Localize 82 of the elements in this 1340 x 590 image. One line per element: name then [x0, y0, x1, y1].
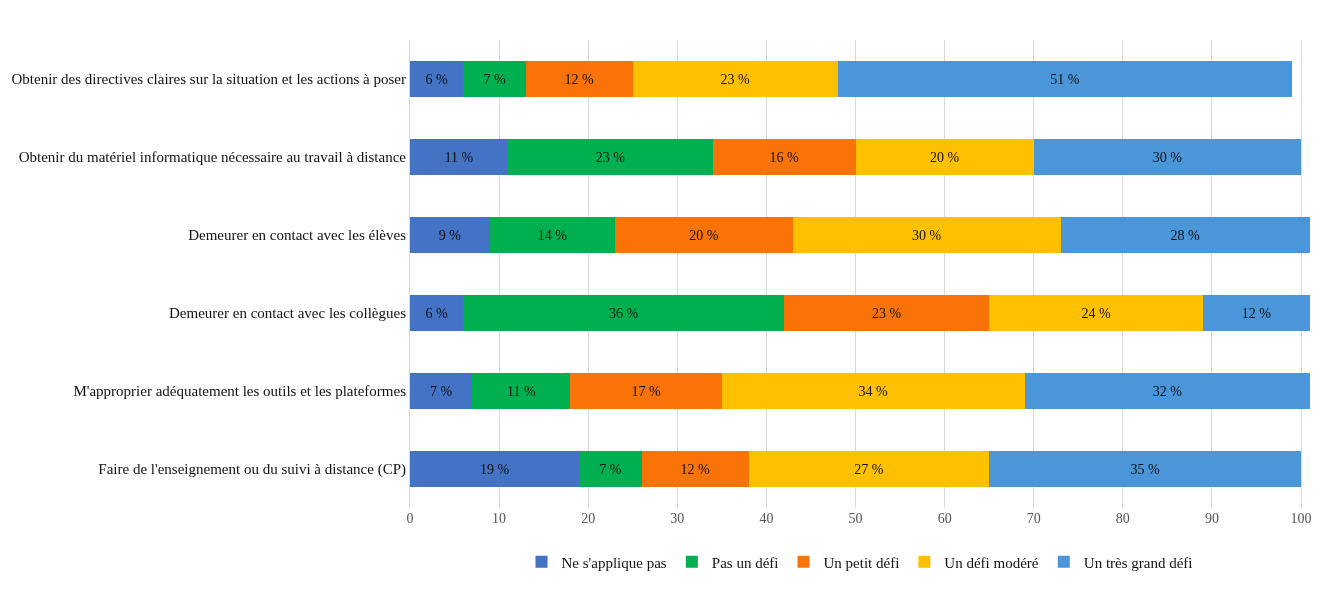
bar — [1060, 217, 1310, 253]
bar — [570, 373, 722, 409]
bar — [1203, 295, 1310, 331]
bar — [472, 373, 571, 409]
data-label: 20 % — [929, 149, 960, 165]
bar — [989, 295, 1204, 331]
data-label: 23 % — [871, 305, 902, 321]
bar — [721, 373, 1025, 409]
data-label: 36 % — [609, 305, 639, 321]
data-label: 51 % — [1050, 71, 1080, 87]
y-tick-label: Obtenir des directives claires sur la situation et les actions à poser — [11, 71, 406, 88]
bar — [525, 61, 633, 97]
bar — [410, 139, 509, 175]
y-tick-label: Demeurer en contact avec les collègues — [169, 305, 407, 322]
data-label: 30 % — [1152, 149, 1183, 165]
data-label: 11 % — [444, 149, 474, 165]
x-tick-label: 10 — [492, 511, 507, 526]
y-tick-label: Demeurer en contact avec les élèves — [188, 227, 407, 244]
bar — [410, 373, 473, 409]
x-tick-label: 80 — [1115, 511, 1130, 526]
data-label: 14 % — [537, 227, 568, 243]
bar — [784, 295, 990, 331]
legend-label: Pas un défi — [711, 554, 779, 571]
x-tick-label: 70 — [1026, 511, 1041, 526]
data-label: 9 % — [438, 227, 462, 243]
bar — [410, 217, 491, 253]
x-tick-label: 40 — [759, 511, 774, 526]
y-tick-label: Faire de l'enseignement ou du suivi à distance (CP) — [98, 461, 406, 479]
data-label: 6 % — [425, 71, 448, 87]
data-label: 12 % — [1241, 305, 1272, 321]
x-tick-label: 30 — [670, 511, 685, 526]
data-label: 28 % — [1170, 227, 1200, 243]
data-label: 16 % — [769, 149, 800, 165]
bar — [748, 451, 990, 487]
data-label: 32 % — [1152, 383, 1183, 399]
data-label: 12 % — [564, 71, 595, 87]
data-label: 7 % — [429, 383, 453, 399]
bar — [632, 61, 838, 97]
x-tick-label: 100 — [1290, 511, 1312, 526]
data-label: 20 % — [689, 227, 719, 243]
x-tick-label: 20 — [581, 511, 596, 526]
legend-label: Ne s'applique pas — [561, 554, 667, 571]
data-label: 19 % — [479, 461, 510, 477]
data-label: 7 % — [599, 461, 622, 477]
bar — [793, 217, 1061, 253]
x-tick-label: 60 — [937, 511, 952, 526]
legend-label: Un défi modéré — [944, 554, 1039, 571]
bar — [614, 217, 794, 253]
bar — [1024, 373, 1310, 409]
bar — [837, 61, 1293, 97]
bar — [579, 451, 642, 487]
bar — [410, 451, 580, 487]
x-tick-label: 0 — [406, 511, 414, 526]
bar — [410, 295, 464, 331]
bar — [508, 139, 713, 175]
x-tick-label: 90 — [1204, 511, 1219, 526]
x-tick-label: 50 — [848, 511, 863, 526]
data-label: 7 % — [483, 71, 506, 87]
bar — [712, 139, 856, 175]
data-label: 35 % — [1130, 461, 1160, 477]
data-label: 30 % — [912, 227, 942, 243]
bar — [410, 61, 464, 97]
y-tick-label: Obtenir du matériel informatique nécessaire au travail à distance — [18, 149, 407, 166]
bar — [641, 451, 749, 487]
bar — [490, 217, 615, 253]
data-label: 11 % — [506, 383, 536, 399]
data-label: 17 % — [631, 383, 661, 399]
bar — [463, 295, 785, 331]
bar — [989, 451, 1302, 487]
data-label: 12 % — [680, 461, 710, 477]
bar — [463, 61, 526, 97]
bar — [1033, 139, 1302, 175]
bar — [855, 139, 1034, 175]
data-label: 27 % — [854, 461, 884, 477]
data-label: 23 % — [720, 71, 750, 87]
data-label: 23 % — [595, 149, 626, 165]
legend-label: Un très grand défi — [1083, 554, 1193, 571]
data-label: 34 % — [858, 383, 889, 399]
data-label: 24 % — [1081, 305, 1111, 321]
y-tick-label: M'approprier adéquatement les outils et les plateformes — [73, 383, 407, 400]
data-label: 6 % — [425, 305, 448, 321]
legend-label: Un petit défi — [823, 554, 900, 571]
